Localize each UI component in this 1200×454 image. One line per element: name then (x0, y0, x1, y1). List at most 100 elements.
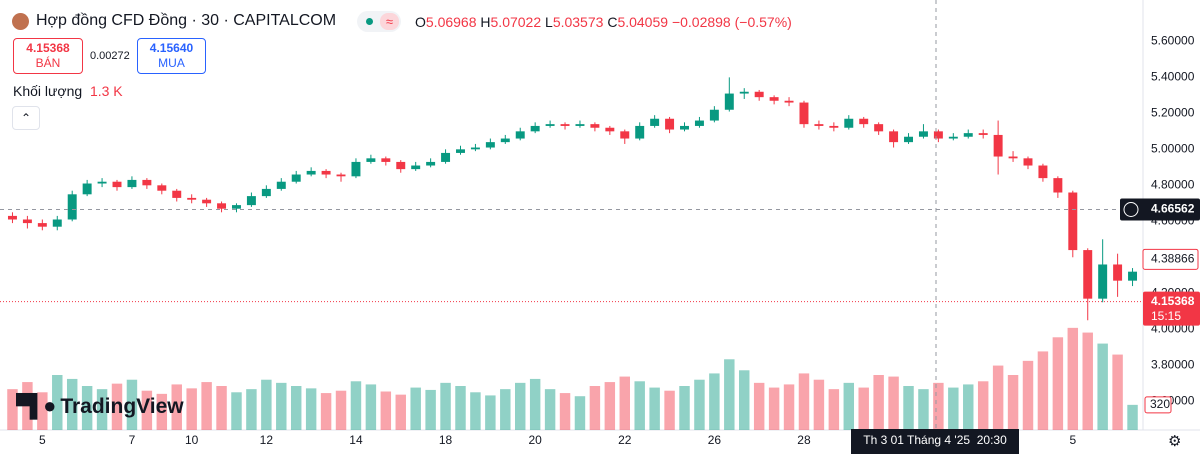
x-tick-label: 26 (708, 433, 722, 447)
candle-body (246, 196, 256, 206)
x-tick-label: 14 (349, 433, 363, 447)
candle-body (82, 183, 92, 195)
candle-body (784, 100, 794, 103)
candle-body (500, 138, 510, 143)
ohlc-value: 5.04059 (617, 14, 669, 30)
volume-last-label: 320 (1150, 397, 1170, 411)
ohlc-value: 5.03573 (552, 14, 604, 30)
volume-bar (425, 389, 436, 430)
candle-body (859, 118, 869, 125)
candle-body (515, 131, 525, 139)
sell-price: 4.15368 (26, 41, 70, 55)
candle-body (1068, 192, 1078, 251)
ohlc-key: O (415, 14, 426, 30)
brand: ▀▌● TradingView (16, 393, 184, 419)
volume-bar (395, 394, 406, 430)
candle-body (470, 147, 480, 150)
candle-body (261, 188, 271, 197)
buy-button[interactable]: 4.15640 MUA (137, 38, 206, 74)
volume-bar (529, 378, 541, 430)
volume-bar (305, 388, 317, 430)
candle-body (276, 181, 286, 189)
candle-body (441, 152, 451, 162)
volume-bar (1052, 337, 1064, 430)
volume-bar (156, 393, 168, 430)
status-pill[interactable]: ≈ (357, 11, 401, 32)
candle-body (336, 174, 346, 177)
volume-bar (664, 390, 675, 430)
add-alert-button (1123, 201, 1139, 217)
volume-bar (1067, 327, 1079, 430)
candle-body (1113, 264, 1123, 281)
settings-button[interactable]: ⚙ (1168, 433, 1182, 450)
volume-bar (634, 381, 645, 430)
volume-bar (500, 389, 511, 430)
volume-bar (992, 365, 1004, 430)
candle-body (351, 161, 361, 177)
y-tick-label: 5.60000 (1151, 34, 1195, 48)
candle-body (7, 215, 17, 220)
volume-bar (1022, 360, 1034, 430)
volume-bar (619, 376, 630, 430)
volume-bar (963, 384, 974, 430)
candle-body (665, 118, 675, 130)
candle-body (933, 131, 943, 139)
volume-bar (290, 386, 302, 430)
volume-bar (350, 381, 362, 430)
volume-bar (111, 383, 123, 430)
volume-bar (365, 384, 377, 430)
candle-body (889, 131, 899, 143)
volume-bar (858, 387, 869, 430)
collapse-button[interactable]: ⌃ (12, 106, 40, 130)
candle-body (97, 181, 107, 184)
candle-body (530, 125, 540, 132)
volume-bar (574, 396, 586, 430)
candle-body (650, 118, 660, 126)
ohlc-key: C (607, 14, 618, 30)
y-tick-label: 4.80000 (1151, 177, 1195, 191)
delay-icon: ≈ (380, 13, 399, 30)
candle-body (1128, 271, 1138, 281)
countdown-label: 15:15 (1151, 309, 1181, 323)
ohlc-legend: O5.06968 H5.07022 L5.03573 C5.04059 −0.0… (415, 14, 792, 30)
candle-body (1008, 156, 1018, 159)
sell-button[interactable]: 4.15368 BÁN (13, 38, 83, 74)
volume-bar (141, 390, 153, 430)
volume-bar (171, 384, 182, 430)
y-tick-label: 5.20000 (1151, 106, 1195, 120)
change: −0.02898 (−0.57%) (671, 14, 792, 30)
volume-bar (410, 387, 421, 430)
last-price-label: 4.15368 (1151, 294, 1195, 308)
candle-body (1053, 178, 1063, 193)
volume-last-box (1144, 396, 1172, 414)
volume-bar (1097, 343, 1108, 430)
volume-bar (933, 382, 944, 430)
x-tick-label: 12 (260, 433, 274, 447)
candle-body (291, 174, 301, 182)
candle-body (560, 124, 570, 126)
volume-bar (783, 384, 795, 430)
candle-body (381, 158, 391, 162)
volume-bar (96, 389, 108, 430)
marker-price-box (1142, 248, 1199, 270)
market-open-dot (366, 18, 373, 25)
candle-body (724, 93, 734, 110)
volume-bar (22, 382, 33, 430)
volume-bar (768, 387, 780, 430)
candle-body (605, 127, 615, 132)
candle-body (456, 149, 465, 153)
candle-body (321, 170, 331, 175)
volume-bar (948, 387, 959, 430)
candle-body (948, 136, 958, 139)
candle-body (22, 219, 32, 224)
buy-label: MUA (158, 56, 185, 70)
volume-bar (380, 391, 392, 430)
volume-bar (753, 382, 765, 430)
volume-bar (201, 382, 212, 430)
candle-body (769, 97, 779, 101)
x-tick-label: 22 (618, 433, 632, 447)
volume-bar (589, 386, 601, 430)
x-tick-label: 28 (797, 433, 811, 447)
volume-bar (679, 386, 690, 430)
